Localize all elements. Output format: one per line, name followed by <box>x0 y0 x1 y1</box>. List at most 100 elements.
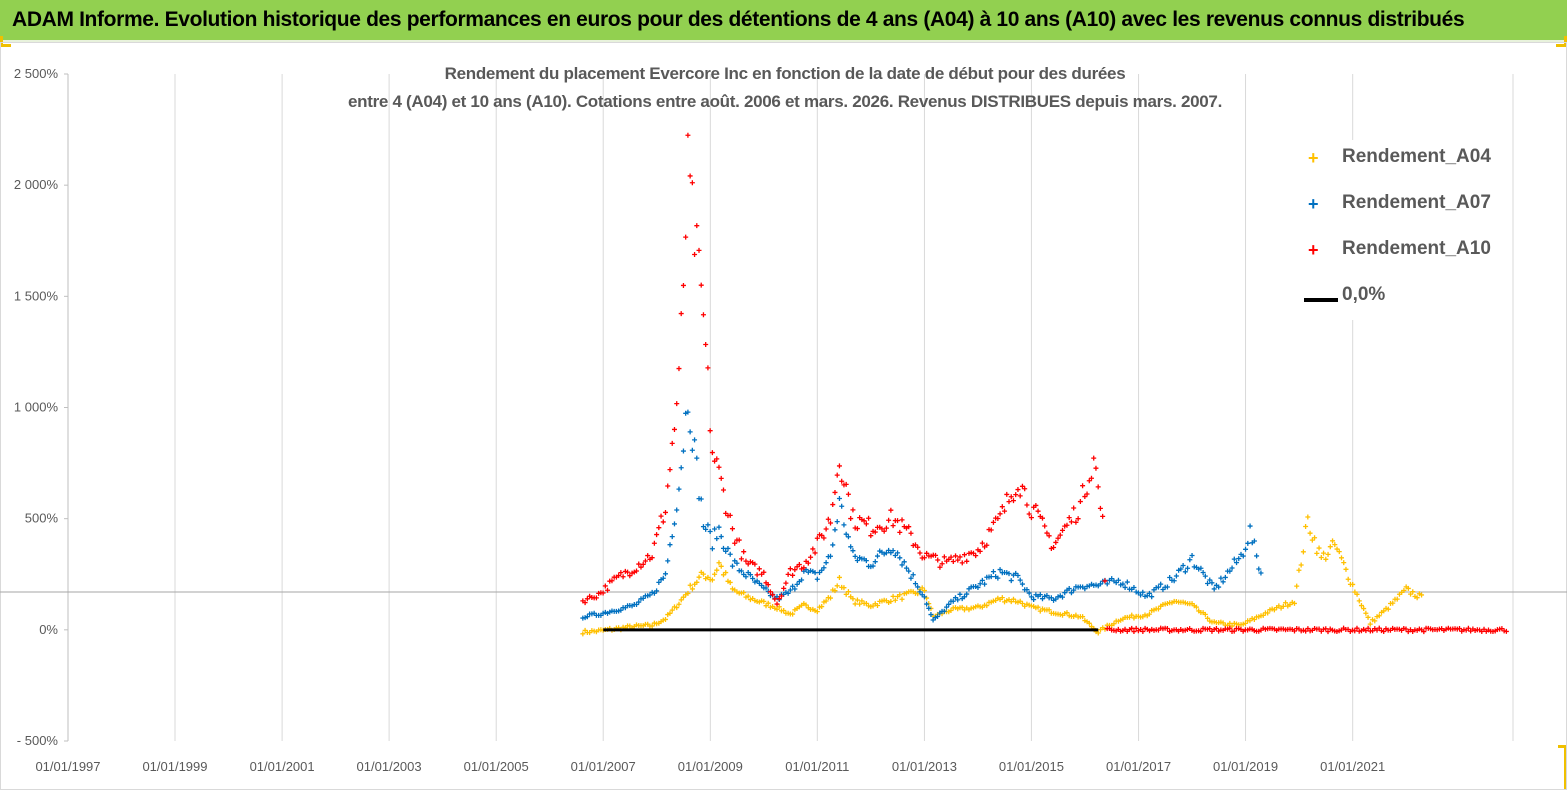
data-point <box>1120 581 1126 587</box>
legend-item-a04: + Rendement_A04 <box>1290 146 1500 176</box>
data-point <box>1068 519 1074 525</box>
data-point <box>712 526 718 532</box>
data-point <box>1006 571 1012 577</box>
data-point <box>1414 595 1420 601</box>
data-point <box>1327 544 1333 550</box>
data-point <box>669 440 675 446</box>
data-point <box>1218 575 1224 581</box>
data-point <box>712 571 718 577</box>
data-point <box>767 589 773 595</box>
data-point <box>933 552 939 558</box>
data-point <box>906 524 912 530</box>
data-point <box>841 585 847 591</box>
data-point <box>990 569 996 575</box>
data-point <box>1231 628 1237 634</box>
x-tick-label: 01/01/1999 <box>142 759 207 774</box>
data-point <box>649 623 655 629</box>
data-point <box>1339 555 1344 561</box>
data-point <box>1100 513 1106 519</box>
data-point <box>1296 567 1302 573</box>
data-point <box>892 597 898 603</box>
data-point <box>765 582 771 588</box>
data-point <box>609 578 615 584</box>
data-point <box>1008 494 1014 500</box>
data-point <box>1080 614 1086 620</box>
data-point <box>1202 573 1208 579</box>
data-point <box>1073 519 1079 525</box>
data-point <box>1410 589 1416 595</box>
data-point <box>854 597 860 603</box>
data-point <box>1323 626 1329 632</box>
data-point <box>716 464 722 470</box>
data-point <box>687 582 693 588</box>
y-tick-label: 500% <box>25 511 59 526</box>
y-tick-label: 0% <box>39 622 58 637</box>
x-tick-label: 01/01/2019 <box>1213 759 1278 774</box>
data-point <box>979 577 985 583</box>
data-point <box>1298 562 1304 568</box>
data-point <box>1178 566 1184 572</box>
data-point <box>870 563 876 569</box>
data-point <box>729 526 735 532</box>
data-point <box>1503 628 1509 634</box>
data-point <box>1385 606 1391 612</box>
data-point <box>680 448 686 454</box>
data-point <box>725 545 731 551</box>
data-point <box>1164 625 1170 631</box>
data-point <box>1015 487 1021 493</box>
data-point <box>776 604 782 610</box>
legend-item-a07: + Rendement_A07 <box>1290 192 1500 222</box>
x-tick-label: 01/01/2007 <box>571 759 636 774</box>
data-point <box>999 595 1005 601</box>
data-point <box>832 489 838 495</box>
data-point <box>823 560 829 566</box>
data-point <box>1010 498 1016 504</box>
data-point <box>743 574 749 580</box>
data-point <box>761 598 767 604</box>
data-point <box>654 588 660 594</box>
data-point <box>834 583 840 589</box>
data-point <box>895 518 901 524</box>
data-point <box>906 568 912 574</box>
data-point <box>997 567 1003 573</box>
data-point <box>1053 539 1059 545</box>
data-point <box>747 572 753 578</box>
data-point <box>899 517 905 523</box>
data-point <box>1205 581 1211 587</box>
data-point <box>1207 626 1213 632</box>
data-point <box>772 596 778 602</box>
data-point <box>950 598 956 604</box>
data-point <box>1325 551 1331 557</box>
data-point <box>669 607 675 613</box>
data-point <box>1227 625 1233 631</box>
data-point <box>1312 535 1318 541</box>
data-point <box>845 534 851 540</box>
data-point <box>995 515 1001 521</box>
data-point <box>765 600 771 606</box>
data-point <box>1236 556 1242 562</box>
data-point <box>1202 611 1208 617</box>
data-point <box>602 583 608 589</box>
data-point <box>1321 550 1327 556</box>
data-point <box>667 542 673 548</box>
data-point <box>854 558 860 564</box>
data-point <box>1146 590 1152 596</box>
data-point <box>964 558 970 564</box>
data-point <box>937 564 943 570</box>
data-point <box>964 591 970 597</box>
data-point <box>778 593 784 599</box>
data-point <box>1129 625 1135 631</box>
chart-legend: + Rendement_A04 + Rendement_A07 + Rendem… <box>1290 140 1500 320</box>
data-point <box>917 589 923 595</box>
data-point <box>1149 594 1155 600</box>
data-point <box>814 535 820 541</box>
data-point <box>1028 515 1034 521</box>
data-point <box>1245 540 1251 546</box>
data-point <box>1240 553 1246 559</box>
data-point <box>935 557 941 563</box>
data-point <box>718 563 724 569</box>
data-point <box>823 598 829 604</box>
data-point <box>1222 574 1228 580</box>
data-point <box>834 519 840 525</box>
data-point <box>1227 568 1233 574</box>
